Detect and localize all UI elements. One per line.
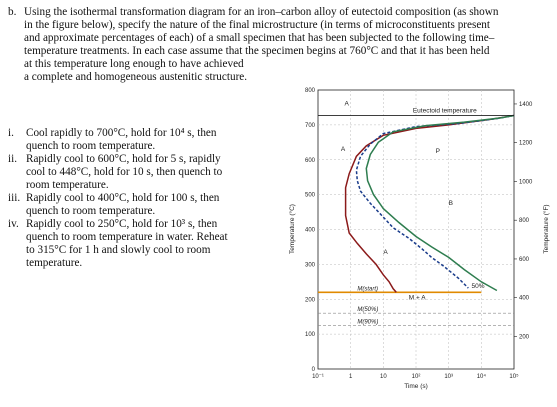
item-line: room temperature.: [26, 179, 109, 191]
y2-tick-label: 200: [519, 334, 530, 340]
y-tick-label: 0: [312, 367, 316, 373]
ttt-curve-3: [365, 114, 515, 292]
y-tick-label: 600: [305, 158, 316, 164]
problem-line: in the figure below), specify the nature…: [24, 19, 490, 31]
y2-tick-label: 1400: [519, 102, 533, 108]
item-number: iv.: [8, 218, 19, 230]
x-axis-ticks: 10⁻¹ 1 10 10² 10³ 10⁴ 10⁵: [312, 373, 519, 380]
y-tick-label: 700: [305, 123, 316, 129]
item-line: quench to room temperature in water. Reh…: [26, 231, 228, 243]
region-label: P: [436, 148, 440, 155]
y-tick-label: 500: [305, 193, 316, 199]
x-axis-label: Time (s): [404, 383, 428, 390]
x-tick-label: 10²: [412, 374, 421, 380]
y2-axis-ticks: 200 400 600 800 1000 1200 1400: [514, 102, 533, 340]
x-tick-label: 10⁻¹: [312, 374, 324, 380]
item-line: quench to room temperature.: [26, 205, 156, 217]
item-number: iii.: [8, 192, 21, 204]
y2-tick-label: 800: [519, 218, 530, 224]
y-tick-label: 300: [305, 262, 316, 268]
y2-axis-label: Temperature (°F): [542, 204, 550, 253]
region-label: A: [345, 101, 350, 108]
ms-label: M(50%): [357, 307, 378, 313]
problem-line: a complete and homogeneous austenitic st…: [24, 71, 248, 83]
treatment-item: iii. Rapidly cool to 400°C, hold for 100…: [8, 192, 278, 218]
y-axis-ticks: 0 100 200 300 400 500 600 700 800: [305, 88, 316, 373]
region-label: B: [449, 200, 453, 207]
y-tick-label: 100: [305, 332, 316, 338]
x-tick-label: 10³: [444, 374, 453, 380]
x-tick-label: 1: [349, 374, 353, 380]
y-tick-label: 400: [305, 228, 316, 234]
eutectoid-label: Eutectoid temperature: [413, 107, 477, 114]
ttt-curve-2: [355, 114, 515, 289]
ttt-curve-1: [344, 114, 515, 293]
problem-line: temperature treatments. In each case ass…: [24, 45, 490, 57]
y2-tick-label: 1000: [519, 179, 533, 185]
treatment-item: iv. Rapidly cool to 250°C, hold for 10³ …: [8, 218, 278, 270]
region-label: A: [383, 249, 388, 256]
problem-label: b.: [8, 6, 17, 18]
y-axis-label: Temperature (°C): [288, 204, 296, 254]
martensite-lines: M(start) M(50%) M(90%): [318, 286, 514, 326]
x-tick-label: 10: [380, 374, 387, 380]
item-line: temperature.: [26, 257, 83, 269]
treatment-list: i. Cool rapidly to 700°C, hold for 10⁴ s…: [8, 127, 278, 270]
region-label: M + A: [409, 294, 426, 301]
region-label: 50%: [471, 283, 484, 290]
item-line: Cool rapidly to 700°C, hold for 10⁴ s, t…: [26, 127, 217, 139]
grid: [318, 90, 514, 369]
ms-label: M(90%): [357, 319, 378, 325]
item-line: Rapidly cool to 600°C, hold for 5 s, rap…: [26, 153, 221, 165]
y2-tick-label: 1200: [519, 141, 533, 147]
problem-line: Using the isothermal transformation diag…: [24, 6, 499, 18]
item-number: ii.: [8, 153, 18, 165]
problem-line: at this temperature long enough to have …: [24, 58, 244, 70]
item-line: Rapidly cool to 250°C, hold for 10³ s, t…: [26, 218, 218, 230]
item-line: Rapidly cool to 400°C, hold for 100 s, t…: [26, 192, 220, 204]
region-labels: A A P B A M + A 50%: [341, 101, 485, 302]
item-line: cool to 448°C, hold for 10 s, then quenc…: [26, 166, 223, 178]
treatment-item: ii. Rapidly cool to 600°C, hold for 5 s,…: [8, 153, 278, 192]
transformation-curves: [344, 114, 515, 293]
y2-tick-label: 400: [519, 296, 530, 302]
y2-tick-label: 600: [519, 257, 530, 263]
item-number: i.: [8, 127, 14, 139]
y-tick-label: 200: [305, 297, 316, 303]
item-line: quench to room temperature.: [26, 140, 156, 152]
x-tick-label: 10⁴: [477, 373, 487, 380]
item-line: to 315°C for 1 h and slowly cool to room: [26, 244, 211, 256]
y-tick-label: 800: [305, 88, 316, 94]
region-label: A: [341, 146, 346, 153]
ms-label: M(start): [357, 286, 378, 292]
x-tick-label: 10⁵: [509, 373, 519, 380]
treatment-item: i. Cool rapidly to 700°C, hold for 10⁴ s…: [8, 127, 278, 153]
problem-line: and approximate percentages of each) of …: [24, 32, 495, 44]
